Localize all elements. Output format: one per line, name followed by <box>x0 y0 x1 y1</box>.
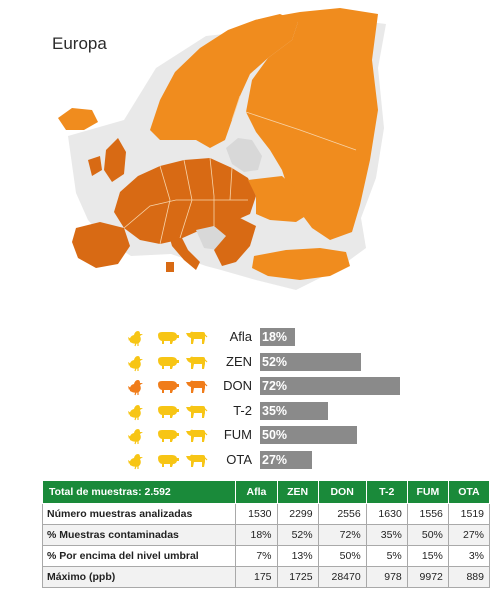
chicken-icon <box>128 380 143 396</box>
map-uk <box>104 138 126 182</box>
chicken-icon <box>128 404 143 420</box>
map-borders <box>123 95 357 245</box>
table-cell: 18% <box>235 524 278 546</box>
table-cell: 52% <box>276 524 319 546</box>
table-row-label: Número muestras analizadas <box>41 503 237 525</box>
bar-category-label: FUM <box>223 427 252 442</box>
table-cell: 13% <box>276 545 319 567</box>
map-islands <box>166 262 174 272</box>
pig-icon <box>158 332 179 344</box>
bar <box>260 450 313 469</box>
cow-icon <box>186 405 208 418</box>
pig-icon <box>158 430 179 442</box>
pig-icon <box>158 405 179 418</box>
table-cell: 1630 <box>365 503 408 525</box>
bar-value-label: 18% <box>262 330 288 344</box>
table-cell: 7% <box>235 545 278 567</box>
table-cell: 978 <box>365 566 408 588</box>
bar-category-label: T-2 <box>233 402 252 418</box>
chicken-icon <box>128 355 143 371</box>
bar-value-label: 27% <box>262 452 288 467</box>
bar-category-label: Afla <box>229 329 252 344</box>
table-row: % Muestras contaminadas 18% 52% 72% 35% … <box>41 524 491 546</box>
cow-icon <box>186 380 208 393</box>
table-cell: 9972 <box>406 566 449 588</box>
pig-icon <box>158 454 179 467</box>
bar-value-label: 35% <box>262 403 288 418</box>
table-cell: 50% <box>317 545 367 567</box>
map-iceland <box>58 108 98 130</box>
table-cell: 5% <box>365 545 408 567</box>
europe-map <box>58 8 386 290</box>
map-iberia <box>72 222 130 268</box>
bar-value-label: 50% <box>262 428 288 442</box>
table-cell: 175 <box>235 566 278 588</box>
table-row-label: % Por encima del nivel umbral <box>41 545 237 567</box>
table-header-col: OTA <box>447 480 491 504</box>
table-cell: 50% <box>406 524 449 546</box>
bar <box>260 377 400 395</box>
table-cell: 1519 <box>447 503 491 525</box>
bar-value-label: 52% <box>262 354 288 369</box>
map-russia <box>246 8 378 240</box>
cow-icon <box>186 331 208 344</box>
map-turkey <box>252 248 350 280</box>
table-header-title: Total de muestras: 2.592 <box>41 480 237 504</box>
pig-icon <box>158 356 179 369</box>
bar-category-label: ZEN <box>226 353 252 369</box>
table-cell: 889 <box>447 566 491 588</box>
table-cell: 72% <box>317 524 367 546</box>
table-cell: 3% <box>447 545 491 567</box>
chicken-icon <box>128 429 143 445</box>
map-italy <box>168 232 200 270</box>
bar-value-label: 72% <box>262 379 288 393</box>
cow-icon <box>186 454 208 467</box>
cow-icon <box>186 356 208 369</box>
bar <box>260 401 328 420</box>
table-header-col: FUM <box>406 480 449 504</box>
table-cell: 15% <box>406 545 449 567</box>
table-header-col: Afla <box>235 480 278 504</box>
region-title: Europa <box>52 34 107 53</box>
table-cell: 35% <box>365 524 408 546</box>
map-balkans <box>214 218 256 266</box>
map-central-europe <box>114 158 256 244</box>
cow-icon <box>186 429 208 442</box>
bar-category-label: OTA <box>226 451 252 467</box>
map-ukraine <box>248 176 312 222</box>
table-row: Máximo (ppb) 175 1725 28470 978 9972 889 <box>41 566 491 588</box>
table-cell: 2299 <box>276 503 319 525</box>
table-row: Número muestras analizadas 1530 2299 255… <box>41 503 491 525</box>
table-header-row: Total de muestras: 2.592 Afla ZEN DON T-… <box>41 480 491 504</box>
table-cell: 1530 <box>235 503 278 525</box>
chicken-icon <box>128 453 143 469</box>
table-cell: 27% <box>447 524 491 546</box>
table-cell: 1725 <box>276 566 319 588</box>
table-row-label: % Muestras contaminadas <box>41 524 237 546</box>
table-header-col: ZEN <box>276 480 319 504</box>
chicken-icon <box>128 331 143 347</box>
map-ireland <box>88 156 102 176</box>
table-header-col: T-2 <box>365 480 408 504</box>
mycotoxin-bar-chart: Afla 18% ZEN 52% DON 72% T-2 35% FUM 50% OTA 27% <box>0 318 498 478</box>
summary-table: Total de muestras: 2.592 Afla ZEN DON T-… <box>41 480 491 588</box>
table-row: % Por encima del nivel umbral 7% 13% 50%… <box>41 545 491 567</box>
map-grey-region <box>226 138 262 172</box>
table-row-label: Máximo (ppb) <box>41 566 237 588</box>
bar <box>260 328 295 346</box>
bar <box>260 426 357 444</box>
table-cell: 28470 <box>317 566 367 588</box>
map-scandinavia <box>150 14 298 148</box>
table-header-col: DON <box>317 480 367 504</box>
table-cell: 1556 <box>406 503 449 525</box>
bar-category-label: DON <box>223 378 252 393</box>
bar <box>260 352 361 371</box>
table-cell: 2556 <box>317 503 367 525</box>
map-balkans-grey <box>196 226 226 250</box>
pig-icon <box>158 381 179 393</box>
